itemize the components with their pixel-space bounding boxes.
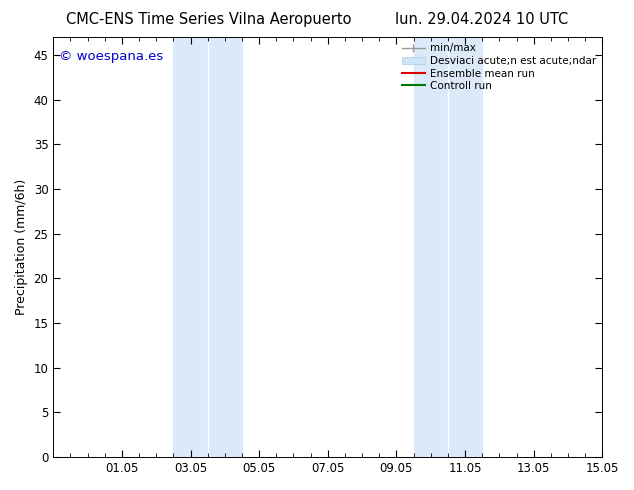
Bar	[173, 37, 242, 457]
Legend: min/max, Desviaci acute;n est acute;ndar, Ensemble mean run, Controll run: min/max, Desviaci acute;n est acute;ndar…	[398, 39, 600, 95]
Text: lun. 29.04.2024 10 UTC: lun. 29.04.2024 10 UTC	[395, 12, 569, 27]
Text: CMC-ENS Time Series Vilna Aeropuerto: CMC-ENS Time Series Vilna Aeropuerto	[67, 12, 352, 27]
Bar	[413, 37, 482, 457]
Text: © woespana.es: © woespana.es	[59, 49, 163, 63]
Y-axis label: Precipitation (mm/6h): Precipitation (mm/6h)	[15, 179, 28, 315]
